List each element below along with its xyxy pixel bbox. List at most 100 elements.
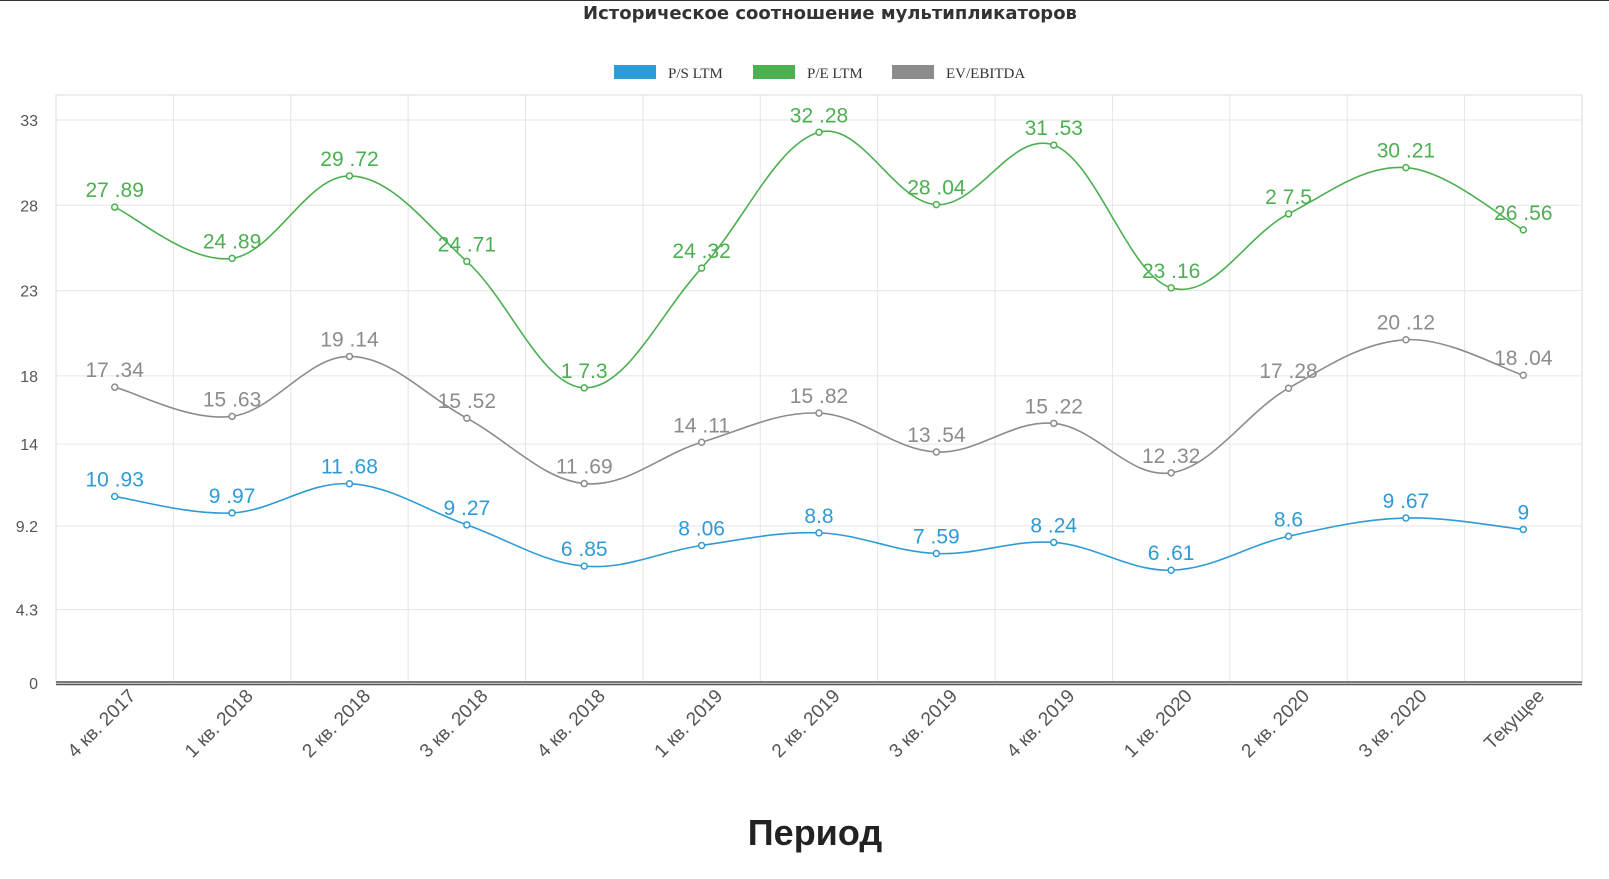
- data-point: [228, 412, 236, 421]
- data-point: [1050, 141, 1058, 149]
- data-point: [932, 448, 941, 456]
- y-tick-label: 18: [20, 369, 38, 386]
- x-tick-label: 2 кв. 2020: [1238, 686, 1314, 762]
- data-label: 18 .04: [1494, 347, 1553, 370]
- data-point: [1519, 226, 1528, 234]
- data-point: [110, 492, 119, 501]
- y-tick-label: 23: [20, 284, 38, 301]
- plot-area: [55, 94, 1583, 684]
- data-point: [815, 128, 823, 137]
- y-tick-label: 9.2: [16, 519, 38, 536]
- plot-border: [55, 94, 1583, 684]
- data-label: 24 .89: [203, 230, 261, 253]
- data-point: [1519, 525, 1528, 534]
- data-point: [228, 509, 236, 517]
- data-label: 11 .69: [556, 456, 613, 479]
- data-point: [932, 549, 941, 558]
- data-label: 28 .04: [907, 177, 966, 200]
- data-point: [1167, 284, 1175, 292]
- series-ev-ebitda: 17 .34 15 .63 19 .14 15 .52 11 .69 14 .11 15 .…: [85, 312, 1553, 488]
- legend-label: P/S LTM: [668, 66, 723, 82]
- data-point: [463, 414, 471, 422]
- data-point: [345, 479, 354, 488]
- data-point: [697, 264, 706, 272]
- x-tick-label: 2 кв. 2018: [299, 686, 375, 762]
- data-point: [1050, 419, 1058, 428]
- x-tick-label: 1 кв. 2018: [181, 686, 257, 762]
- data-label: 23 .16: [1142, 260, 1200, 283]
- x-tick-label: 1 кв. 2020: [1120, 686, 1196, 762]
- data-label: 6 .85: [561, 538, 608, 561]
- legend-item: P/S LTM: [614, 65, 723, 82]
- legend: P/S LTM P/E LTM EV/EBITDA: [614, 65, 1025, 82]
- y-tick-label: 28: [20, 198, 38, 215]
- data-label: 8.8: [804, 505, 833, 528]
- data-point: [697, 438, 706, 447]
- data-label: 31 .53: [1025, 117, 1083, 140]
- data-point: [1167, 469, 1175, 477]
- data-label: 8 .06: [678, 517, 725, 540]
- data-label: 29 .72: [320, 148, 378, 171]
- data-label: 17 .28: [1259, 360, 1317, 383]
- data-point: [110, 383, 119, 391]
- data-point: [580, 562, 588, 570]
- data-label: 12 .32: [1142, 445, 1200, 468]
- series-p-e-ltm: 27 .89 24 .89 29 .72 24 .71 1 7.3 24 .32 32 .2…: [85, 104, 1553, 392]
- data-point: [345, 172, 354, 180]
- data-label: 15 .52: [438, 390, 496, 413]
- legend-item: EV/EBITDA: [892, 65, 1025, 82]
- data-label: 11 .68: [321, 456, 378, 479]
- data-point: [228, 254, 236, 263]
- data-label: 15 .22: [1025, 395, 1083, 418]
- data-point: [1402, 335, 1410, 344]
- data-point: [697, 541, 706, 550]
- data-point: [1167, 566, 1175, 574]
- x-tick-label: 4 кв. 2019: [1003, 686, 1079, 762]
- data-label: 20 .12: [1377, 312, 1435, 335]
- data-label: 9 .67: [1383, 490, 1430, 513]
- data-point: [1284, 532, 1293, 541]
- legend-label: EV/EBITDA: [946, 66, 1025, 82]
- x-tick-label: 4 кв. 2017: [64, 686, 140, 762]
- data-point: [463, 521, 471, 529]
- data-point: [580, 384, 588, 392]
- data-label: 24 .71: [438, 233, 496, 256]
- data-label: 1 7.3: [561, 360, 608, 383]
- data-label: 17 .34: [85, 359, 144, 382]
- x-tick-label: 3 кв. 2018: [416, 686, 492, 762]
- data-label: 19 .14: [320, 328, 379, 351]
- chart-title: Историческое соотношение мультипликаторо…: [583, 3, 1077, 24]
- data-point: [1402, 514, 1410, 522]
- y-tick-label: 0: [29, 676, 38, 693]
- x-axis-label: Период: [748, 812, 883, 853]
- data-point: [345, 352, 354, 361]
- series: 10 .93 9 .97 11 .68 9 .27 6 .85 8 .06 8.8 7 .59…: [85, 104, 1553, 574]
- data-label: 14 .11: [673, 414, 730, 437]
- x-tick-label: 3 кв. 2020: [1355, 686, 1431, 762]
- x-tick-label: 3 кв. 2019: [885, 686, 961, 762]
- y-tick-label: 14: [20, 437, 38, 454]
- legend-swatch: [753, 65, 795, 79]
- data-label: 26 .56: [1494, 202, 1552, 225]
- data-label: 2 7.5: [1265, 186, 1312, 209]
- data-label: 9: [1517, 501, 1529, 524]
- x-tick-label: 1 кв. 2019: [651, 686, 727, 762]
- legend-label: P/E LTM: [807, 66, 863, 82]
- legend-item: P/E LTM: [753, 65, 863, 82]
- data-point: [1050, 538, 1058, 547]
- data-point: [815, 529, 823, 537]
- data-label: 6 .61: [1148, 542, 1195, 565]
- data-point: [1284, 210, 1293, 218]
- data-label: 15 .63: [203, 388, 261, 411]
- data-label: 9 .27: [443, 497, 490, 520]
- data-label: 9 .97: [209, 485, 256, 508]
- y-tick-label: 4.3: [16, 603, 38, 620]
- data-point: [110, 203, 119, 211]
- data-label: 30 .21: [1377, 140, 1435, 163]
- data-point: [580, 479, 588, 488]
- data-label: 27 .89: [85, 179, 143, 202]
- data-label: 8.6: [1274, 508, 1303, 531]
- x-tick-label: 2 кв. 2019: [768, 686, 844, 762]
- data-label: 8 .24: [1030, 514, 1077, 537]
